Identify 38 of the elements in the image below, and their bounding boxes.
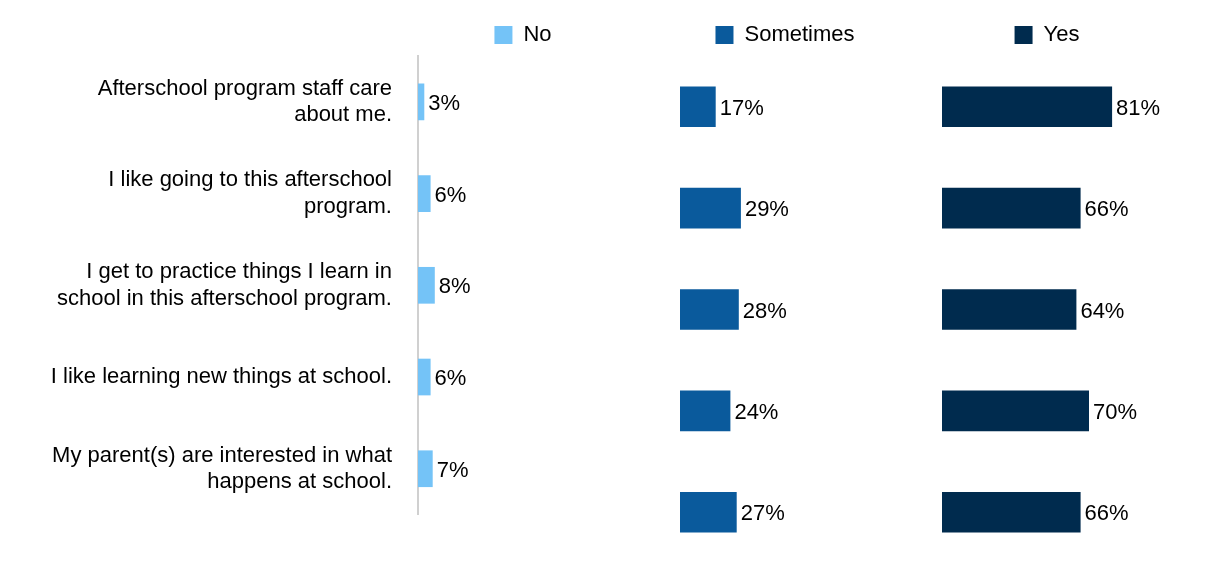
bar (418, 266, 435, 304)
data-label: 64% (1080, 297, 1125, 323)
bar (418, 450, 433, 488)
y-tick-label: Afterschool program staff care about me. (97, 74, 392, 127)
bar (680, 390, 731, 432)
legend-label: No (523, 21, 552, 47)
y-tick-label: I like learning new things at school. (50, 363, 392, 389)
data-label: 6% (434, 365, 467, 391)
data-label: 8% (438, 273, 471, 299)
data-label: 70% (1093, 398, 1138, 424)
data-label: 29% (744, 196, 789, 222)
data-label: 3% (428, 89, 461, 115)
data-label: 17% (719, 94, 764, 120)
bar (942, 492, 1081, 533)
data-label: 66% (1084, 196, 1129, 222)
data-label: 24% (734, 398, 779, 424)
bar (680, 86, 716, 127)
legend-label: Yes (1043, 21, 1080, 47)
bar (942, 289, 1077, 330)
legend-label: Sometimes (744, 21, 855, 47)
y-tick-label: My parent(s) are interested in what happens at school. (52, 441, 392, 493)
data-label: 7% (436, 456, 469, 482)
bar (942, 390, 1089, 432)
bar (418, 175, 431, 212)
data-label: 27% (740, 500, 785, 526)
data-label: 6% (434, 181, 467, 207)
bar (942, 187, 1081, 229)
data-label: 81% (1116, 94, 1161, 120)
bar (680, 492, 737, 533)
y-tick-label: I get to practice things I learn in school in this afterschool program. (56, 258, 392, 310)
bar (942, 86, 1113, 127)
bar (418, 358, 431, 396)
data-label: 28% (742, 297, 787, 323)
data-label: 66% (1084, 500, 1129, 526)
bar (680, 289, 739, 330)
y-tick-label: I like going to this afterschool program. (108, 166, 392, 218)
bar (680, 187, 741, 229)
bar (418, 83, 425, 121)
